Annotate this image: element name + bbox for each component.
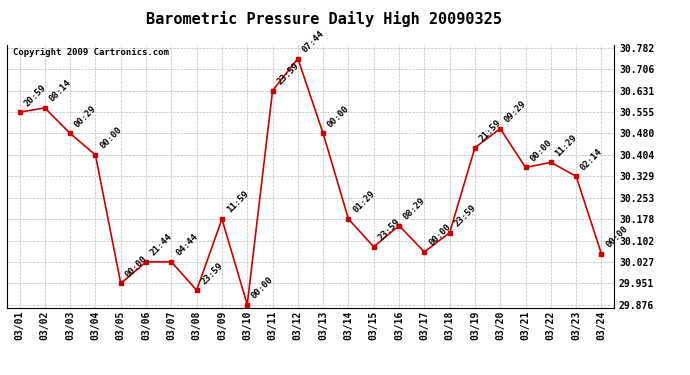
Text: Copyright 2009 Cartronics.com: Copyright 2009 Cartronics.com bbox=[13, 48, 169, 57]
Text: 23:59: 23:59 bbox=[377, 217, 402, 243]
Text: 23:59: 23:59 bbox=[453, 203, 477, 228]
Text: 04:44: 04:44 bbox=[174, 232, 199, 258]
Text: 11:29: 11:29 bbox=[553, 133, 579, 158]
Text: 00:00: 00:00 bbox=[124, 254, 149, 279]
Text: 00:00: 00:00 bbox=[98, 126, 124, 151]
Text: 00:00: 00:00 bbox=[604, 224, 629, 250]
Text: 09:29: 09:29 bbox=[503, 99, 529, 124]
Text: 02:14: 02:14 bbox=[579, 147, 604, 172]
Text: 21:44: 21:44 bbox=[149, 232, 174, 258]
Text: 11:59: 11:59 bbox=[225, 189, 250, 215]
Text: 00:29: 00:29 bbox=[73, 104, 98, 129]
Text: 07:44: 07:44 bbox=[301, 29, 326, 54]
Text: 00:00: 00:00 bbox=[427, 222, 453, 248]
Text: 08:14: 08:14 bbox=[48, 78, 73, 104]
Text: 23:59: 23:59 bbox=[275, 61, 301, 87]
Text: 23:59: 23:59 bbox=[199, 261, 225, 286]
Text: 00:00: 00:00 bbox=[326, 104, 351, 129]
Text: Barometric Pressure Daily High 20090325: Barometric Pressure Daily High 20090325 bbox=[146, 11, 502, 27]
Text: 00:00: 00:00 bbox=[529, 138, 553, 163]
Text: 20:59: 20:59 bbox=[22, 82, 48, 108]
Text: 00:00: 00:00 bbox=[250, 275, 275, 300]
Text: 21:59: 21:59 bbox=[477, 118, 503, 144]
Text: 08:29: 08:29 bbox=[402, 196, 427, 221]
Text: 01:29: 01:29 bbox=[351, 189, 377, 215]
